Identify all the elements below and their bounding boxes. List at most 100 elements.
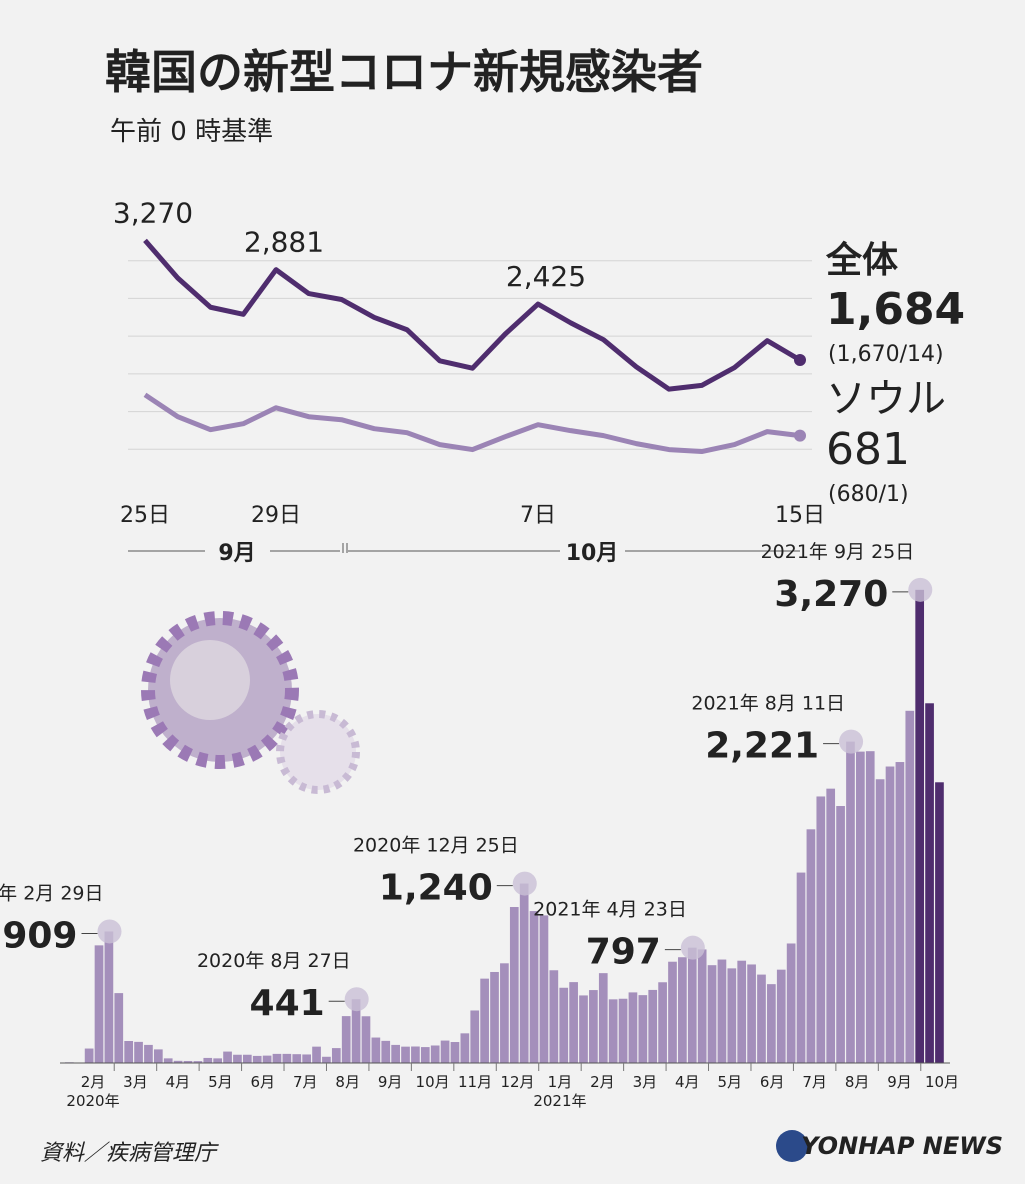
- bar: [223, 1051, 232, 1063]
- x-tick-label: 3月: [633, 1073, 658, 1091]
- annotation-date: 2020年 12月 25日: [353, 835, 519, 857]
- bar: [707, 965, 717, 1063]
- bar: [509, 907, 519, 1063]
- bar: [84, 1048, 94, 1063]
- bar: [727, 968, 737, 1063]
- value-label: 3,270: [113, 196, 193, 229]
- bar: [282, 1053, 292, 1063]
- legend-name: 全体: [825, 239, 898, 281]
- annotation-value: 441: [250, 983, 325, 1024]
- x-tick-label: 15日: [775, 503, 825, 528]
- annotation-marker: [908, 577, 933, 602]
- bar: [697, 949, 707, 1063]
- logo-mark: [776, 1130, 808, 1162]
- bar: [134, 1041, 143, 1063]
- x-tick-label: 3月: [123, 1073, 148, 1091]
- bar: [460, 1033, 470, 1063]
- annotation-date: 2021年 9月 25日: [761, 541, 915, 563]
- bar: [836, 806, 845, 1063]
- bar: [638, 995, 648, 1063]
- bar: [885, 766, 895, 1063]
- bar: [144, 1044, 153, 1063]
- bar: [925, 703, 934, 1063]
- logo: YONHAP NEWS: [801, 1132, 1003, 1160]
- x-tick-label: 12月: [500, 1073, 534, 1091]
- bar: [519, 883, 529, 1063]
- annotation-marker: [839, 729, 864, 754]
- annotation-value: 909: [2, 915, 77, 956]
- bar: [430, 1045, 440, 1063]
- end-point: [794, 353, 806, 366]
- title: 韓国の新型コロナ新規感染者: [105, 45, 703, 99]
- annotation-value: 2,221: [705, 726, 819, 767]
- bar: [292, 1054, 302, 1063]
- bar: [598, 973, 608, 1063]
- bar: [608, 999, 618, 1063]
- bar: [391, 1044, 400, 1063]
- bar: [153, 1049, 163, 1063]
- bar: [579, 995, 588, 1063]
- bar: [450, 1042, 460, 1063]
- x-tick-label: 9月: [378, 1073, 403, 1091]
- bar: [262, 1055, 272, 1063]
- bar: [717, 959, 727, 1063]
- x-tick-label: 2月: [590, 1073, 615, 1091]
- annotation-date: 2020年 2月 29日: [0, 882, 103, 904]
- bar: [569, 982, 578, 1063]
- annotation-marker: [97, 919, 122, 944]
- bar: [361, 1016, 371, 1063]
- bar: [559, 987, 569, 1063]
- subtitle: 午前 0 時基準: [110, 117, 273, 147]
- bar: [895, 762, 905, 1063]
- x-tick-label: 7日: [520, 503, 556, 528]
- bar: [490, 971, 499, 1063]
- bar: [539, 915, 549, 1063]
- bar: [213, 1058, 223, 1063]
- bar: [678, 957, 687, 1063]
- bar: [865, 751, 875, 1063]
- period-label: 9月: [218, 541, 255, 566]
- bar: [411, 1046, 420, 1063]
- series-line: [143, 392, 801, 455]
- bar: [480, 978, 489, 1063]
- year-label: 2021年: [533, 1092, 586, 1110]
- bar: [312, 1046, 321, 1063]
- bar: [381, 1040, 391, 1063]
- x-tick-label: 7月: [802, 1073, 827, 1091]
- annotation-date: 2020年 8月 27日: [197, 950, 351, 972]
- annotation-marker: [512, 871, 537, 896]
- annotation-marker: [344, 987, 369, 1012]
- bar: [628, 992, 638, 1063]
- bar: [816, 796, 826, 1063]
- series-line: [143, 238, 802, 392]
- bar: [104, 931, 114, 1063]
- bar: [242, 1054, 252, 1063]
- period-label: 10月: [566, 541, 619, 566]
- bar: [549, 970, 559, 1063]
- bar: [935, 782, 944, 1063]
- bar: [470, 1010, 480, 1063]
- bar: [846, 741, 855, 1063]
- bar: [94, 945, 104, 1063]
- bar: [124, 1041, 134, 1063]
- annotation-value: 1,240: [379, 868, 493, 909]
- bar: [420, 1047, 430, 1063]
- x-tick-label: 6月: [760, 1073, 785, 1091]
- bar: [302, 1054, 311, 1063]
- value-label: 2,425: [506, 260, 586, 293]
- bar: [737, 960, 747, 1063]
- bar: [371, 1037, 381, 1063]
- bar: [776, 969, 786, 1063]
- x-tick-label: 8月: [335, 1073, 360, 1091]
- bar: [233, 1054, 242, 1063]
- x-tick-label: 9月: [887, 1073, 912, 1091]
- end-point: [794, 429, 806, 442]
- x-tick-label: 2月: [81, 1073, 106, 1091]
- bar: [687, 947, 697, 1063]
- x-tick-label: 4月: [675, 1073, 700, 1091]
- end-value: 681: [826, 424, 910, 475]
- year-label: 2020年: [66, 1092, 119, 1110]
- x-tick-label: 1月: [548, 1073, 573, 1091]
- x-tick-label: 25日: [120, 503, 170, 528]
